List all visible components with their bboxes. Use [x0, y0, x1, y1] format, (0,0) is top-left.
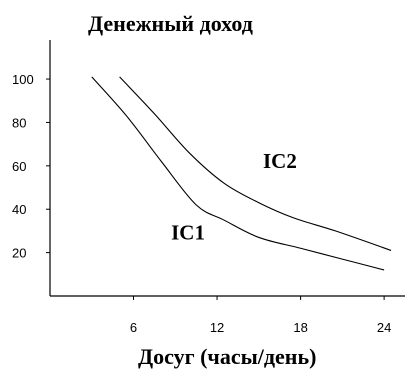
- y-tick-label: 80: [12, 115, 26, 130]
- y-tick-label: 60: [12, 159, 26, 174]
- x-tick-label: 24: [377, 320, 391, 335]
- y-tick-label: 40: [12, 202, 26, 217]
- x-tick-label: 18: [293, 320, 307, 335]
- series-layer: IC1 IC2: [91, 76, 392, 271]
- series-line-ic2: [119, 76, 392, 251]
- x-tick-label: 6: [130, 320, 137, 335]
- series-line-ic1: [91, 76, 385, 271]
- y-tick-label: 20: [12, 246, 26, 261]
- y-tick-group: 20 40 60 80 100: [12, 72, 50, 261]
- x-tick-label: 12: [210, 320, 224, 335]
- series-label-ic2: IC2: [263, 149, 297, 173]
- chart-title: Денежный доход: [88, 11, 253, 36]
- x-axis-label: Досуг (часы/день): [138, 344, 316, 369]
- series-label-ic1: IC1: [171, 221, 205, 245]
- y-tick-label: 100: [12, 72, 34, 87]
- x-tick-group: 6 12 18 24: [130, 296, 391, 335]
